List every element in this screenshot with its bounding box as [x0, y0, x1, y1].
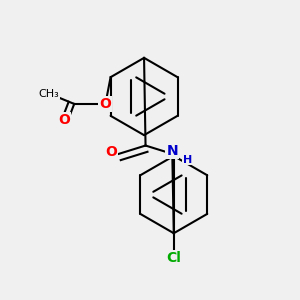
Text: O: O: [100, 97, 111, 111]
Text: N: N: [167, 144, 178, 158]
Text: Cl: Cl: [166, 251, 181, 266]
Text: H: H: [182, 155, 192, 165]
Text: O: O: [105, 146, 117, 159]
Text: O: O: [58, 113, 70, 127]
Text: CH₃: CH₃: [39, 88, 59, 98]
